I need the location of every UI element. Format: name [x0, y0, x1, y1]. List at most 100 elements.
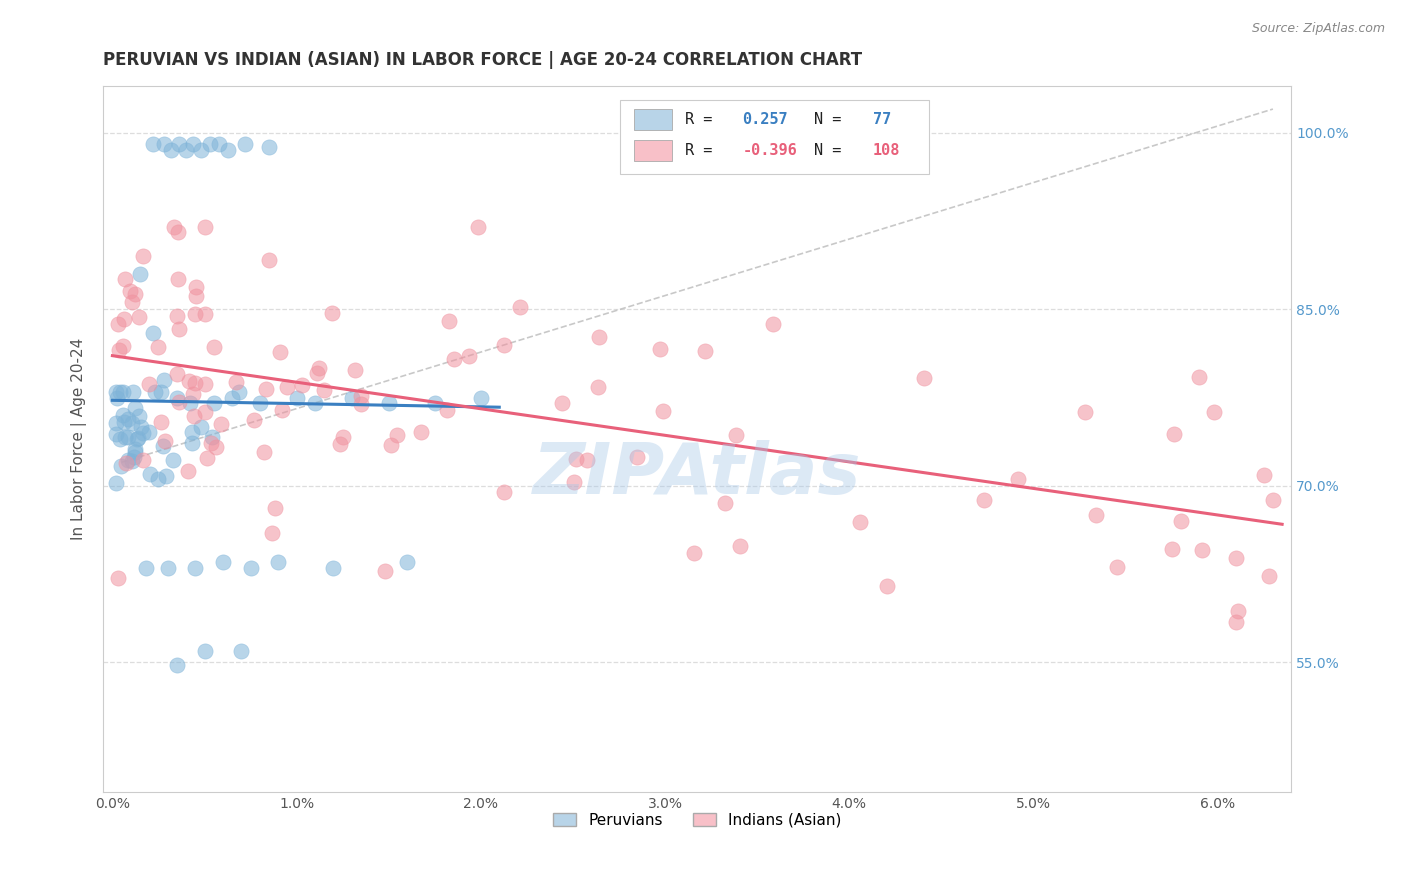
Point	[138, 425, 160, 439]
Point	[186, 280, 208, 294]
Point	[183, 409, 205, 423]
Point	[212, 555, 235, 569]
Point	[443, 351, 465, 366]
Point	[121, 453, 143, 467]
Point	[138, 376, 160, 391]
Point	[1258, 569, 1281, 583]
Point	[153, 373, 176, 387]
Point	[713, 496, 735, 510]
Point	[124, 442, 146, 456]
Point	[494, 484, 516, 499]
Point	[1085, 508, 1108, 522]
Point	[132, 248, 155, 262]
Point	[304, 396, 326, 410]
Point	[683, 545, 706, 559]
Point	[200, 436, 222, 450]
Point	[112, 312, 135, 326]
Text: R =: R =	[685, 112, 721, 127]
Point	[131, 453, 153, 467]
Point	[184, 561, 207, 575]
Point	[308, 361, 330, 376]
Point	[190, 419, 212, 434]
Point	[253, 444, 276, 458]
Point	[257, 140, 280, 154]
Point	[201, 430, 224, 444]
Point	[128, 409, 150, 424]
Point	[209, 417, 232, 431]
Point	[340, 391, 363, 405]
Point	[205, 440, 228, 454]
Point	[166, 367, 188, 381]
Point	[231, 643, 253, 657]
Text: N =: N =	[814, 112, 851, 127]
Point	[269, 345, 291, 359]
Point	[437, 314, 460, 328]
Point	[128, 310, 150, 324]
Point	[125, 432, 148, 446]
Point	[377, 396, 399, 410]
Point	[233, 137, 256, 152]
Point	[263, 500, 285, 515]
Point	[118, 284, 141, 298]
Point	[225, 375, 247, 389]
Point	[105, 392, 128, 406]
Point	[254, 382, 277, 396]
Point	[177, 375, 200, 389]
Point	[135, 561, 157, 575]
Point	[107, 571, 129, 585]
Point	[1227, 604, 1250, 618]
Point	[257, 252, 280, 267]
Point	[111, 408, 134, 422]
Point	[112, 415, 135, 429]
Point	[166, 657, 188, 672]
Point	[129, 419, 152, 434]
Point	[374, 564, 396, 578]
Point	[181, 436, 204, 450]
Point	[149, 415, 172, 429]
Point	[1225, 615, 1247, 629]
Point	[129, 267, 152, 281]
Point	[217, 143, 239, 157]
Point	[912, 370, 935, 384]
Point	[1225, 551, 1247, 566]
Point	[243, 413, 266, 427]
Point	[588, 330, 610, 344]
Point	[181, 425, 204, 439]
Point	[105, 427, 128, 442]
Point	[876, 579, 898, 593]
Text: ZIPAtlas: ZIPAtlas	[533, 440, 862, 508]
Point	[1188, 370, 1211, 384]
Point	[1253, 467, 1275, 482]
Point	[276, 380, 298, 394]
Point	[198, 137, 221, 152]
Point	[396, 555, 419, 569]
Point	[139, 467, 162, 481]
Point	[762, 318, 785, 332]
Point	[155, 469, 177, 483]
Point	[973, 493, 995, 508]
Point	[626, 450, 648, 464]
Point	[1170, 514, 1192, 528]
Point	[122, 384, 145, 399]
Point	[110, 384, 132, 399]
FancyBboxPatch shape	[634, 109, 672, 130]
Point	[174, 143, 197, 157]
Point	[423, 396, 446, 410]
Point	[262, 526, 284, 541]
Point	[184, 288, 207, 302]
Point	[409, 425, 432, 439]
Point	[162, 453, 184, 467]
Point	[285, 391, 308, 405]
Point	[586, 380, 609, 394]
Text: R =: R =	[685, 143, 721, 158]
Point	[184, 376, 207, 390]
Point	[169, 322, 191, 336]
Point	[350, 397, 373, 411]
Point	[1163, 426, 1185, 441]
Point	[202, 396, 225, 410]
Point	[1204, 404, 1226, 418]
FancyBboxPatch shape	[620, 100, 929, 174]
Point	[551, 396, 574, 410]
Point	[436, 403, 458, 417]
Point	[467, 219, 489, 234]
